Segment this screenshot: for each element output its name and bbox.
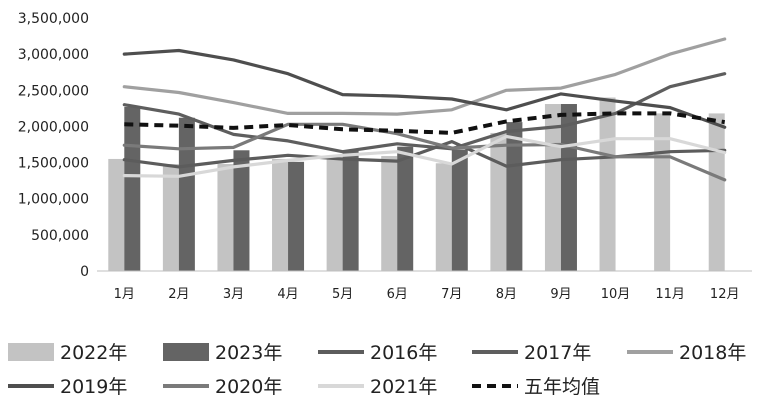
- y-axis-ticks: 0 500,000 1,000,000 1,500,000 2,000,000 2,500…: [18, 11, 89, 280]
- bar-2022年-10月: [599, 97, 616, 271]
- x-tick-label: 2月: [168, 287, 189, 302]
- y-tick-label: 3,500,000: [18, 11, 89, 27]
- line-series-group: [122, 37, 727, 182]
- line-series-2020年: [122, 122, 727, 182]
- x-tick-label: 3月: [223, 287, 244, 302]
- y-tick-label: 500,000: [31, 228, 89, 244]
- legend-label-2020年: 2020年: [215, 376, 282, 398]
- legend-label-2017年: 2017年: [524, 342, 591, 364]
- legend-label-2016年: 2016年: [370, 342, 437, 364]
- bar-2023年-2月: [178, 117, 195, 271]
- x-tick-label: 10月: [601, 287, 631, 302]
- bar-2023年-9月: [560, 104, 577, 272]
- bar-2022年-2月: [162, 164, 179, 271]
- bar-2022年-8月: [490, 132, 507, 271]
- x-tick-label: 8月: [496, 287, 517, 302]
- y-tick-label: 0: [80, 264, 89, 280]
- x-tick-label: 5月: [332, 287, 353, 302]
- legend-label-2023年: 2023年: [215, 342, 282, 364]
- x-axis-ticks: 1月 2月 3月 4月 5月 6月 7月 8月 9月 10月 11月 12月: [114, 287, 740, 302]
- y-tick-label: 1,000,000: [18, 192, 89, 208]
- x-tick-label: 11月: [655, 287, 685, 302]
- line-series-2017年: [122, 72, 727, 154]
- legend-label-2021年: 2021年: [370, 376, 437, 398]
- bar-2023年-6月: [397, 146, 414, 271]
- legend-label-五年均值: 五年均值: [524, 376, 600, 398]
- line-series-2019年: [122, 48, 727, 129]
- x-tick-label: 12月: [710, 287, 740, 302]
- x-tick-label: 1月: [114, 287, 135, 302]
- x-tick-label: 4月: [277, 287, 298, 302]
- bar-2023年-8月: [506, 122, 523, 271]
- bar-2022年-4月: [272, 158, 289, 271]
- x-tick-label: 9月: [550, 287, 571, 302]
- legend-swatch-2022年: [8, 343, 54, 361]
- bar-2022年-7月: [435, 163, 452, 271]
- x-tick-label: 6月: [387, 287, 408, 302]
- bar-2023年-4月: [288, 161, 305, 271]
- bar-2022年-11月: [654, 113, 671, 271]
- bar-2023年-1月: [124, 106, 141, 271]
- legend-swatch-2023年: [163, 343, 209, 361]
- bar-2022年-1月: [108, 158, 125, 271]
- legend-label-2019年: 2019年: [60, 376, 127, 398]
- line-series-2018年: [122, 37, 727, 116]
- y-tick-label: 2,000,000: [18, 119, 89, 135]
- y-tick-label: 1,500,000: [18, 156, 89, 172]
- line-series-2021年: [122, 134, 727, 178]
- bar-2023年-7月: [451, 149, 468, 271]
- bar-2022年-12月: [708, 113, 725, 271]
- y-tick-label: 2,500,000: [18, 83, 89, 99]
- bar-2023年-3月: [233, 150, 250, 271]
- legend: 2022年 2023年 2016年 2017年 2018年 2019年 2020年 2021年…: [8, 342, 746, 398]
- legend-label-2018年: 2018年: [679, 342, 746, 364]
- bar-2022年-6月: [381, 156, 398, 271]
- bar-2023年-5月: [342, 151, 359, 271]
- y-tick-label: 3,000,000: [18, 47, 89, 63]
- legend-label-2022年: 2022年: [60, 342, 127, 364]
- x-tick-label: 7月: [441, 287, 462, 302]
- line-series-五年均值: [124, 111, 726, 135]
- bar-2022年-5月: [326, 157, 343, 271]
- bar-2022年-3月: [217, 164, 234, 271]
